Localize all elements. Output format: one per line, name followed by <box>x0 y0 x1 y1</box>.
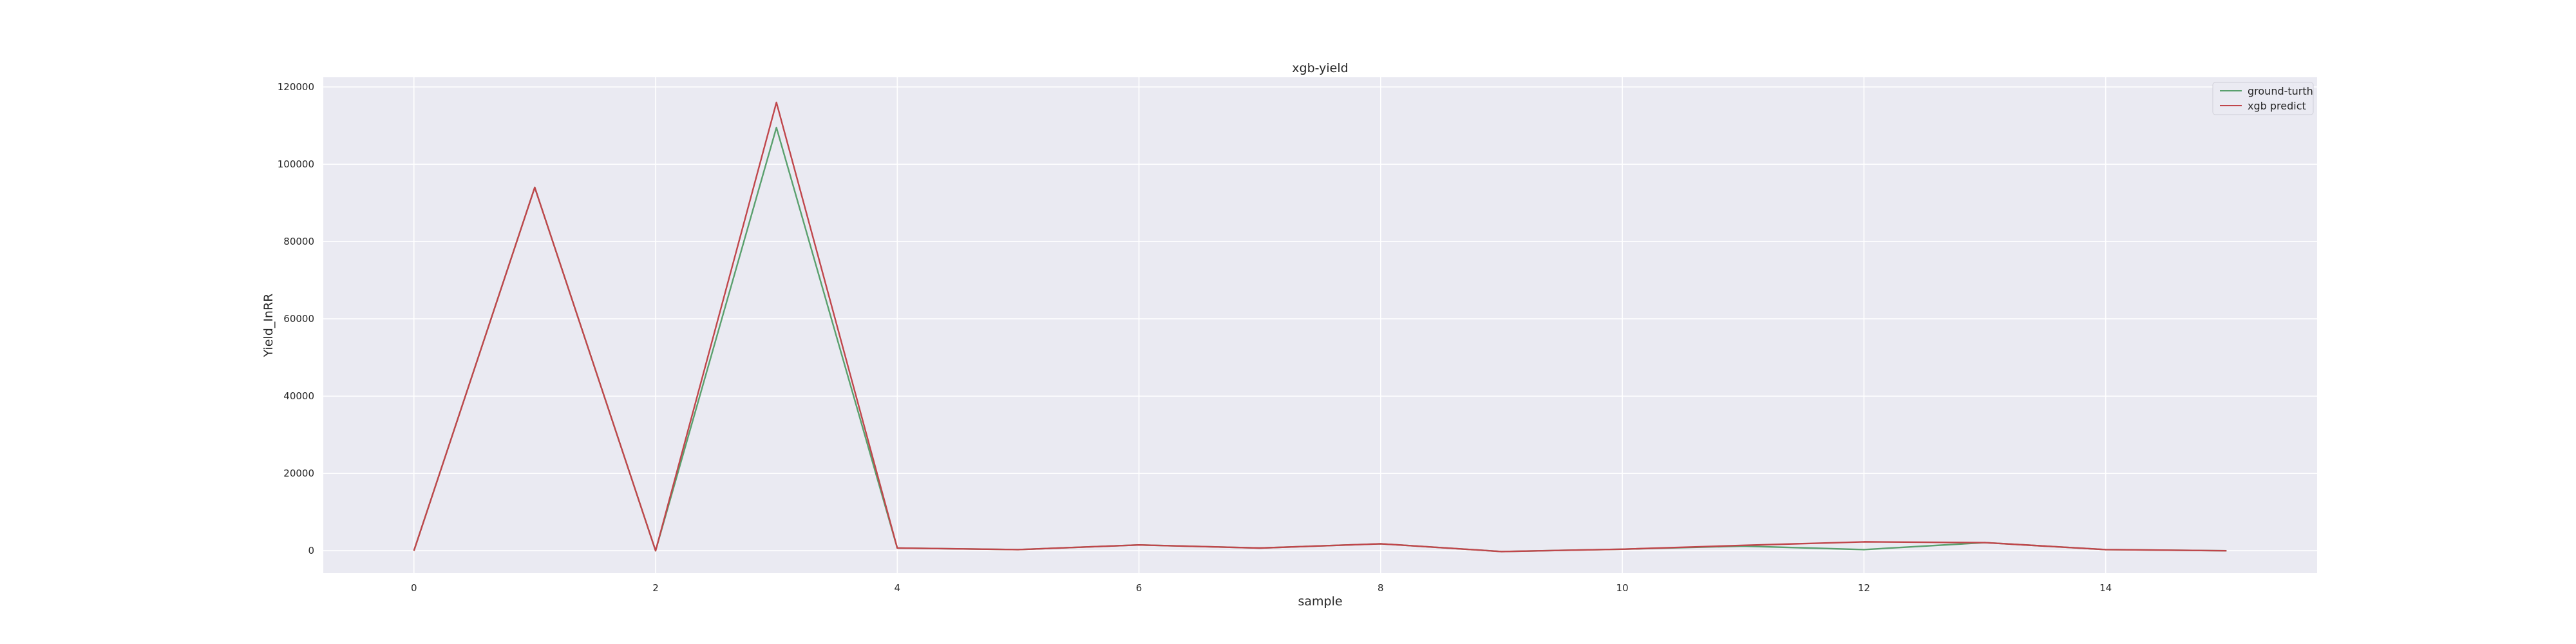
y-tick-label: 80000 <box>283 236 314 247</box>
series-lines <box>413 101 2227 553</box>
x-tick-label: 0 <box>411 582 417 594</box>
series-line-xgb-predict <box>413 101 2227 553</box>
x-axis-label: sample <box>1298 594 1342 609</box>
x-tick-label: 4 <box>894 582 900 594</box>
y-axis-label: Yield_InRR <box>261 294 276 358</box>
y-tick-label: 40000 <box>283 390 314 402</box>
legend-label-ground-turth: ground-turth <box>2248 85 2313 97</box>
chart-title: xgb-yield <box>1292 61 1348 75</box>
y-tick-label: 20000 <box>283 468 314 479</box>
x-tick-label: 10 <box>1616 582 1629 594</box>
x-tick-label: 8 <box>1378 582 1384 594</box>
y-tick-label: 120000 <box>278 81 314 93</box>
legend-label-xgb-predict: xgb predict <box>2248 100 2306 112</box>
y-tick-label: 100000 <box>278 158 314 170</box>
x-tick-label: 14 <box>2099 582 2112 594</box>
x-tick-label: 6 <box>1136 582 1142 594</box>
plot-area <box>323 77 2317 573</box>
legend: ground-turth xgb predict <box>2212 82 2314 115</box>
x-tick-label: 12 <box>1858 582 1870 594</box>
y-tick-label: 0 <box>308 545 314 556</box>
x-tick-label: 2 <box>652 582 659 594</box>
tick-labels: 0 2 4 6 8 10 12 14 0 20000 40000 60000 80000 100000 12… <box>278 81 2112 594</box>
y-tick-label: 60000 <box>283 313 314 325</box>
